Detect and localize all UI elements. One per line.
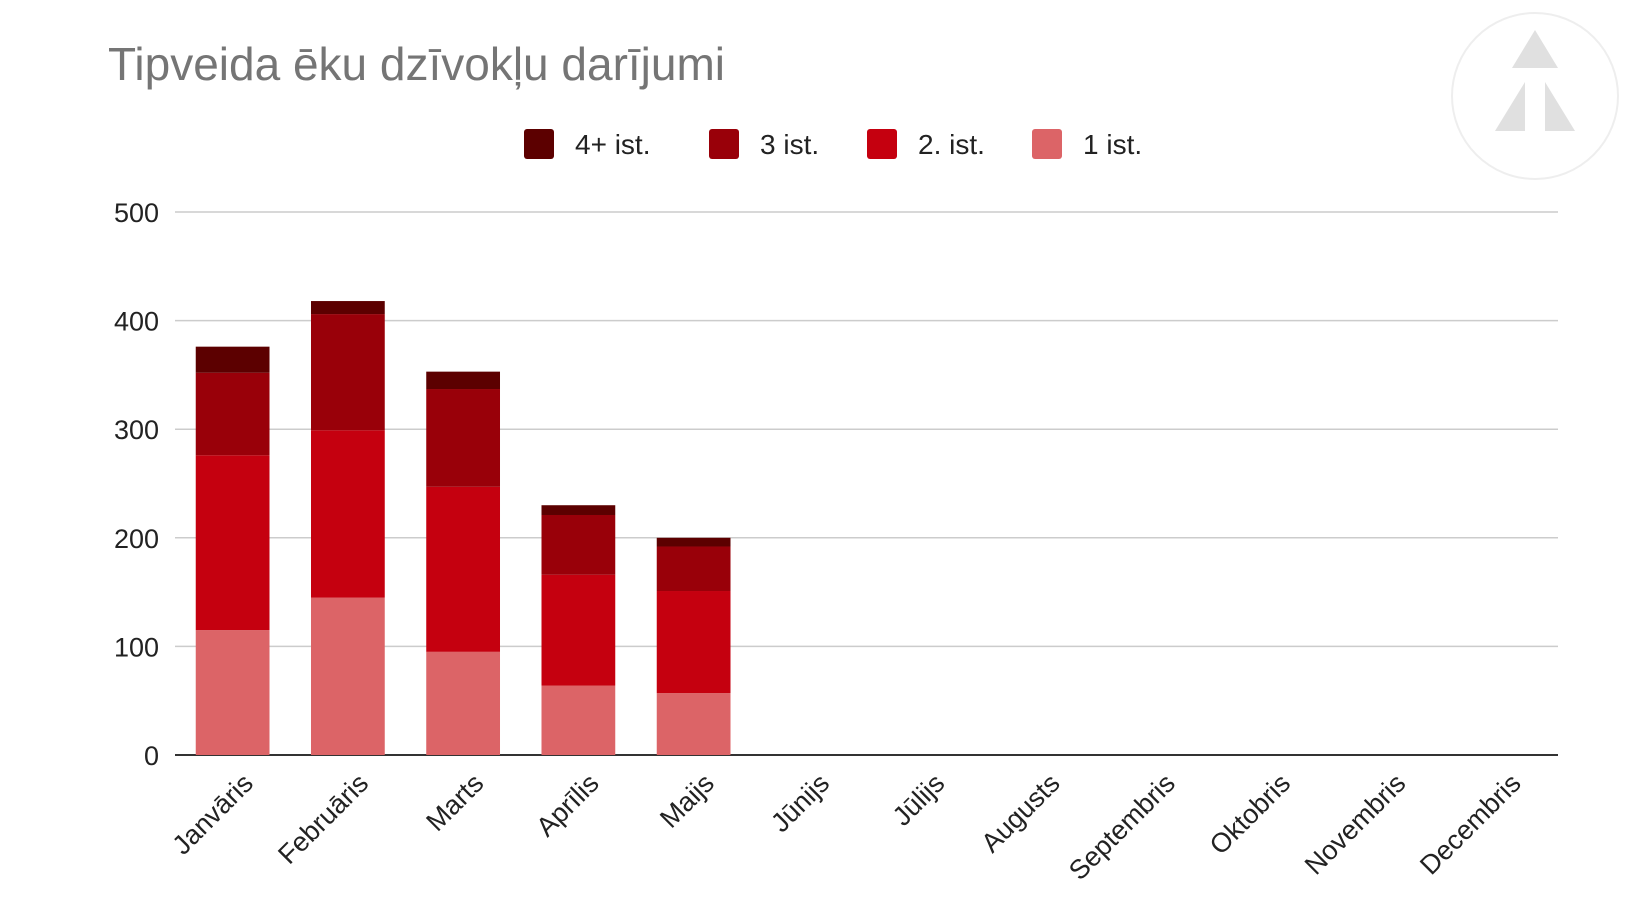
bar-segment (426, 371, 501, 390)
bar-segment (541, 505, 616, 515)
bar-segment (656, 693, 731, 755)
bar-segment (426, 486, 501, 652)
chart-title: Tipveida ēku dzīvokļu darījumi (108, 38, 725, 90)
y-tick-label: 400 (114, 307, 159, 337)
legend-swatch (709, 129, 739, 159)
legend-label: 3 ist. (760, 129, 819, 160)
legend-swatch (524, 129, 554, 159)
bar-segment (195, 346, 270, 373)
y-tick-label: 500 (114, 198, 159, 228)
bar-segment (656, 537, 731, 547)
y-tick-label: 0 (144, 741, 159, 771)
bar-segment (310, 301, 385, 315)
bar-segment (656, 546, 731, 592)
bar-segment (310, 430, 385, 598)
x-tick-label: Jūlijs (887, 768, 951, 832)
y-tick-label: 100 (114, 632, 159, 662)
y-tick-label: 300 (114, 415, 159, 445)
bar-segment (426, 651, 501, 755)
x-tick-label: Maijs (654, 768, 720, 834)
bar-segment (195, 630, 270, 755)
bar-segment (310, 597, 385, 755)
bar-segment (541, 685, 616, 755)
legend-swatch (867, 129, 897, 159)
x-tick-label: Oktobris (1204, 768, 1296, 860)
y-tick-label: 200 (114, 524, 159, 554)
x-tick-label: Septembris (1063, 768, 1181, 886)
x-tick-label: Augusts (975, 768, 1065, 858)
bar-segment (426, 389, 501, 487)
x-tick-label: Februāris (272, 768, 374, 870)
bar-segment (541, 574, 616, 686)
bar-segment (656, 591, 731, 694)
logo (1451, 12, 1619, 180)
bar-segment (195, 455, 270, 631)
legend-label: 2. ist. (918, 129, 985, 160)
x-tick-label: Marts (420, 768, 489, 837)
legend-swatch (1032, 129, 1062, 159)
bar-segment (541, 514, 616, 575)
bar-segment (195, 372, 270, 456)
x-tick-label: Decembris (1414, 768, 1526, 880)
legend-label: 4+ ist. (575, 129, 650, 160)
x-tick-label: Aprīlis (530, 768, 604, 842)
x-tick-label: Novembris (1299, 768, 1411, 880)
x-tick-label: Jūnijs (765, 768, 835, 838)
legend-label: 1 ist. (1083, 129, 1142, 160)
x-tick-label: Janvāris (167, 768, 259, 860)
bar-segment (310, 314, 385, 431)
